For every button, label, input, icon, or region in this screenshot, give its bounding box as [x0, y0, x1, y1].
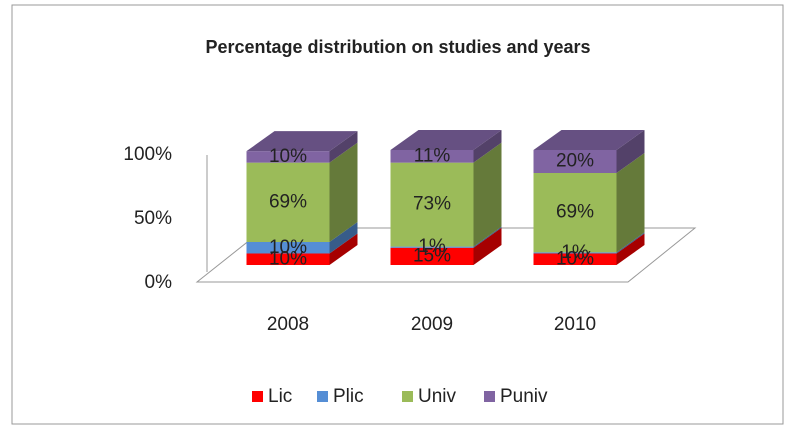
bar-side: [329, 233, 358, 265]
bar: [390, 150, 474, 163]
chart-title: Percentage distribution on studies and y…: [205, 37, 590, 57]
x-tick-label: 2009: [411, 314, 453, 335]
bar-side: [329, 142, 358, 242]
bar: [390, 162, 474, 247]
bar: [533, 252, 617, 254]
value-label: 10%: [556, 248, 594, 269]
floor: [195, 227, 697, 283]
value-label: 69%: [556, 202, 594, 223]
bar: [533, 150, 617, 173]
bar: [246, 151, 330, 163]
bar: [246, 242, 330, 254]
value-label: 11%: [414, 145, 451, 166]
value-label: 10%: [269, 146, 307, 167]
x-tick-label: 2010: [554, 314, 596, 335]
bar: [390, 246, 474, 248]
legend-swatch: [484, 391, 495, 402]
bar: [390, 247, 474, 265]
bar-side: [473, 142, 502, 247]
value-label: 20%: [556, 151, 594, 172]
legend-label: Lic: [268, 386, 292, 407]
bar-top: [533, 130, 645, 150]
bar-side: [473, 226, 502, 248]
bar-top: [246, 131, 358, 152]
bar-side: [616, 232, 645, 254]
x-tick-label: 2008: [267, 314, 309, 335]
legend-swatch: [402, 391, 413, 402]
bar: [246, 162, 330, 242]
bar-side: [329, 222, 358, 254]
bar: [533, 173, 617, 253]
value-label: 10%: [269, 237, 307, 258]
value-label: 15%: [413, 245, 451, 266]
bar-side: [473, 130, 502, 163]
value-label: 10%: [269, 248, 307, 269]
bar: [533, 253, 617, 265]
value-label: 1%: [561, 242, 589, 263]
legend-swatch: [252, 391, 263, 402]
value-label: 73%: [413, 194, 451, 215]
legend-label: Univ: [418, 386, 457, 407]
bar-side: [329, 131, 358, 163]
value-label: 69%: [269, 191, 307, 212]
bar-side: [616, 233, 645, 265]
bar-side: [473, 227, 502, 265]
legend-swatch: [317, 391, 328, 402]
bar: [246, 253, 330, 265]
y-tick-label: 0%: [145, 272, 173, 293]
bar-side: [616, 130, 645, 173]
y-tick-label: 100%: [123, 144, 172, 165]
legend-label: Puniv: [500, 386, 548, 407]
bar-top: [390, 130, 502, 150]
y-tick-label: 50%: [134, 208, 172, 229]
legend-label: Plic: [333, 386, 364, 407]
value-label: 1%: [418, 236, 446, 257]
bar-side: [616, 153, 645, 253]
